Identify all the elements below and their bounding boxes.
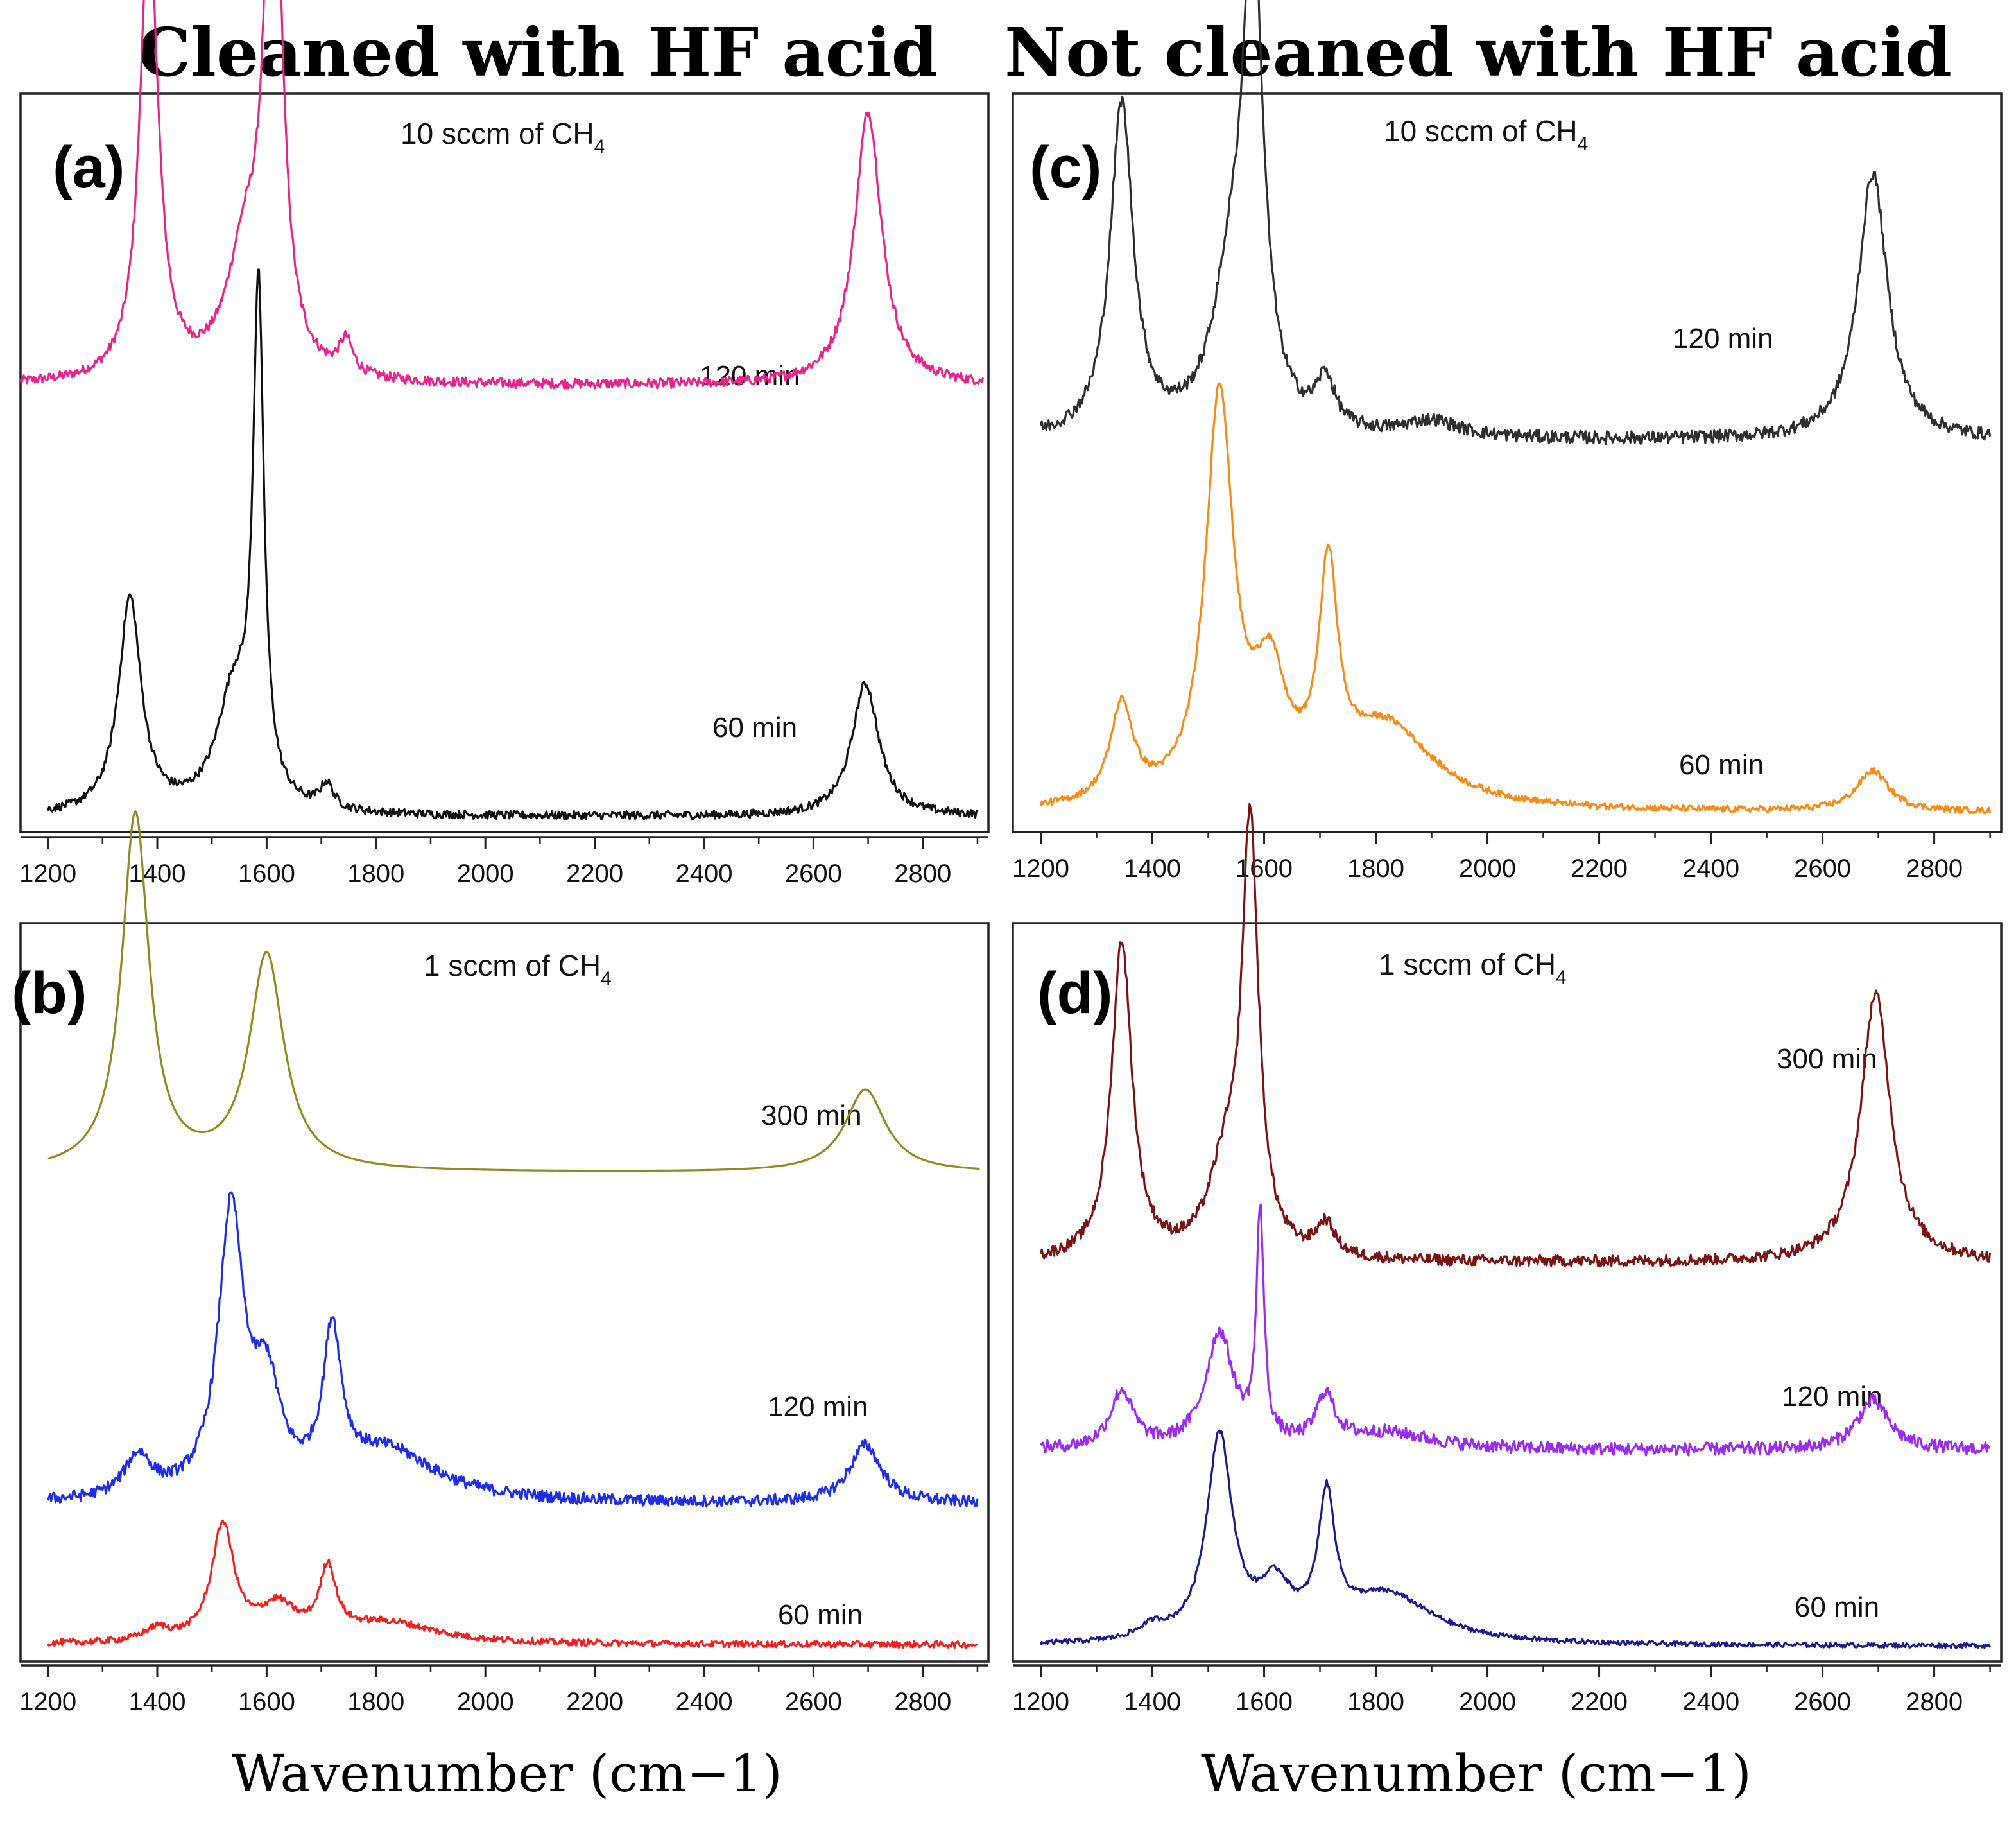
panel-a-tick-label-1400: 1400	[129, 860, 186, 888]
panel-b-series-1-label: 120 min	[768, 1391, 868, 1423]
panel-c-tick-label-2400: 2400	[1682, 855, 1739, 883]
panel-a-tick-label-2600: 2600	[785, 860, 842, 888]
panel-a-condition: 10 sccm of CH4	[401, 117, 605, 157]
column-title-not-cleaned: Not cleaned with HF acid	[1004, 13, 1952, 92]
panel-a-tick-label-2400: 2400	[675, 860, 732, 888]
panel-b-condition: 1 sccm of CH4	[424, 949, 612, 989]
panel-d-ticks: 1200 1400 1600 1800 2000 2200 2400 2600 2800	[1012, 1665, 1991, 1716]
panel-b-condition-sub: 4	[601, 968, 612, 989]
panel-d: (d) 1 sccm of CH4 300 min 120 min 60 min…	[1012, 803, 2003, 1716]
panel-a-condition-sub: 4	[594, 136, 605, 157]
panel-d-tick-label-2600: 2600	[1794, 1688, 1851, 1716]
panel-c-series-1-line	[1039, 382, 1992, 815]
panel-a-label: (a)	[53, 135, 125, 200]
panel-b-tick-label-2400: 2400	[675, 1688, 732, 1716]
panel-c-tick-label-2200: 2200	[1571, 855, 1628, 883]
panel-a-condition-main: 10 sccm of CH	[401, 117, 594, 150]
panel-a: (a) 10 sccm of CH4 120 min 60 min 1200 14…	[19, 0, 990, 888]
panel-c-series-0-label: 120 min	[1673, 323, 1773, 354]
panel-a-series-1-label: 60 min	[712, 712, 797, 743]
panel-b-tick-label-2000: 2000	[457, 1688, 514, 1716]
panel-b-label: (b)	[12, 960, 87, 1026]
panel-b-frame	[19, 922, 990, 1663]
panel-a-tick-label-1200: 1200	[19, 860, 76, 888]
panel-d-frame	[1012, 922, 2003, 1663]
panel-c-tick-label-1400: 1400	[1124, 855, 1181, 883]
panel-d-tick-label-2200: 2200	[1571, 1688, 1628, 1716]
panel-c-series-0-line	[1039, 0, 1992, 446]
panel-b-series-2-label: 60 min	[778, 1599, 863, 1631]
panel-d-series-0-line	[1039, 803, 1992, 1268]
panel-d-series-2-label: 60 min	[1795, 1592, 1879, 1623]
panel-a-series-0-line	[19, 0, 985, 390]
panel-b-tick-label-2800: 2800	[894, 1688, 951, 1716]
panel-c-ticks: 1200 1400 1600 1800 2000 2200 2400 2600 2800	[1012, 832, 1991, 883]
panel-c-series-1-label: 60 min	[1679, 749, 1764, 781]
panel-a-frame	[19, 92, 990, 833]
panel-d-condition: 1 sccm of CH4	[1379, 948, 1567, 988]
panel-a-tick-label-2800: 2800	[894, 860, 951, 888]
panel-b-condition-main: 1 sccm of CH	[424, 949, 601, 982]
panel-d-series-1-line	[1040, 1203, 1991, 1457]
panel-a-tick-label-1800: 1800	[347, 860, 404, 888]
panel-b-series-0-line	[47, 810, 980, 1172]
panel-d-tick-label-2800: 2800	[1906, 1688, 1963, 1716]
panel-d-series-0-label: 300 min	[1777, 1043, 1877, 1075]
panel-b-ticks: 1200 1400 1600 1800 2000 2200 2400 2600 2800	[19, 1665, 979, 1716]
panel-d-condition-sub: 4	[1556, 967, 1567, 988]
column-title-cleaned: Cleaned with HF acid	[138, 13, 938, 92]
panel-b-tick-label-1200: 1200	[19, 1688, 76, 1716]
panel-b: (b) 1 sccm of CH4 300 min 120 min 60 min…	[12, 810, 990, 1716]
x-axis-label-right: Wavenumber (cm−1)	[1201, 1744, 1752, 1803]
panel-d-series-1-label: 120 min	[1782, 1381, 1882, 1412]
panel-d-tick-label-2400: 2400	[1682, 1688, 1739, 1716]
panel-a-tick-label-2200: 2200	[566, 860, 623, 888]
x-axis-label-left: Wavenumber (cm−1)	[232, 1744, 782, 1803]
panel-c-condition-main: 10 sccm of CH	[1384, 114, 1578, 148]
panel-a-series	[19, 0, 985, 820]
panel-d-series	[1039, 803, 1992, 1649]
panel-b-series-0-label: 300 min	[761, 1100, 862, 1131]
panel-c: (c) 10 sccm of CH4 120 min 60 min 1200 14…	[1012, 0, 2003, 883]
panel-b-tick-label-1400: 1400	[129, 1688, 186, 1716]
panel-c-tick-label-2800: 2800	[1906, 855, 1963, 883]
panel-d-tick-label-1200: 1200	[1012, 1688, 1069, 1716]
panel-c-tick-label-2600: 2600	[1794, 855, 1851, 883]
panel-d-condition-main: 1 sccm of CH	[1379, 948, 1556, 981]
panel-c-series	[1039, 0, 1992, 815]
panel-b-series-2-line	[47, 1519, 978, 1649]
panel-c-tick-label-1800: 1800	[1347, 855, 1404, 883]
panel-d-tick-label-2000: 2000	[1459, 1688, 1516, 1716]
panel-d-series-2-line	[1040, 1429, 1992, 1649]
panel-a-series-1-line	[47, 268, 979, 820]
panel-b-series	[47, 810, 980, 1649]
panel-b-tick-label-2600: 2600	[785, 1688, 842, 1716]
panel-b-tick-label-1600: 1600	[238, 1688, 295, 1716]
panel-d-tick-label-1600: 1600	[1236, 1688, 1293, 1716]
panel-c-condition: 10 sccm of CH4	[1384, 114, 1588, 155]
panel-a-ticks: 1200 1400 1600 1800 2000 2200 2400 2600 2800	[19, 837, 979, 888]
panel-c-condition-sub: 4	[1578, 134, 1589, 155]
panel-d-tick-label-1800: 1800	[1347, 1688, 1404, 1716]
panel-d-tick-label-1400: 1400	[1124, 1688, 1181, 1716]
panel-b-series-1-line	[47, 1191, 979, 1508]
panel-c-frame	[1012, 92, 2003, 833]
panel-c-label: (c)	[1030, 135, 1101, 200]
panel-c-tick-label-1200: 1200	[1012, 855, 1069, 883]
panel-d-label: (d)	[1037, 960, 1112, 1026]
panel-b-tick-label-1800: 1800	[347, 1688, 404, 1716]
panel-b-tick-label-2200: 2200	[566, 1688, 623, 1716]
panel-c-tick-label-2000: 2000	[1459, 855, 1516, 883]
panel-a-tick-label-2000: 2000	[457, 860, 514, 888]
panel-a-tick-label-1600: 1600	[238, 860, 295, 888]
